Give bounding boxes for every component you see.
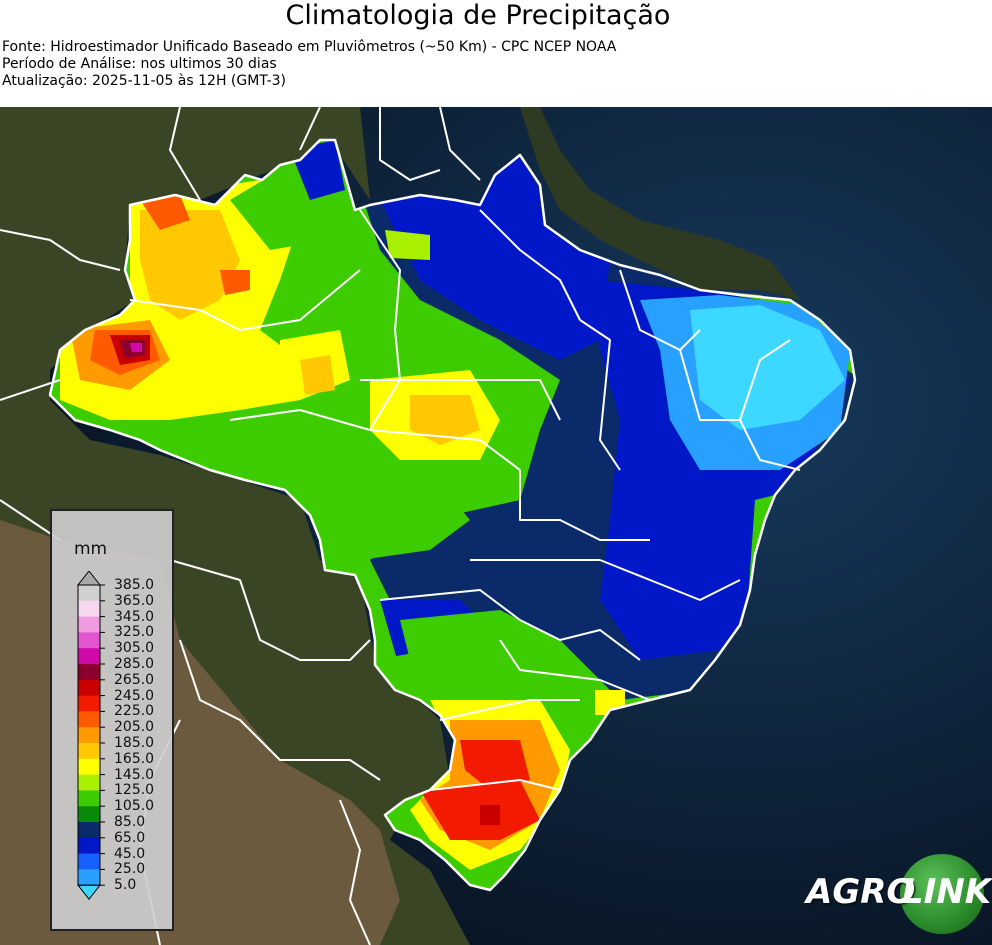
map-canvas — [0, 107, 992, 945]
colorbar-segment — [78, 648, 100, 665]
colorbar-segment — [78, 616, 100, 633]
colorbar-segment — [78, 711, 100, 728]
colorbar-tick-label: 85.0 — [114, 814, 146, 830]
colorbar-segment — [78, 695, 100, 712]
agrolink-logo: AGRO LINK — [806, 854, 991, 934]
logo-word-agro: AGRO — [806, 872, 916, 912]
colorbar-segment — [78, 727, 100, 744]
colorbar-segment — [78, 806, 100, 823]
source-line: Fonte: Hidroestimador Unificado Baseado … — [2, 39, 617, 55]
colorbar-segment — [78, 758, 100, 776]
colorbar-tick-label: 145.0 — [114, 766, 155, 783]
colorbar-segment — [78, 632, 100, 649]
colorbar-tick-label: 165.0 — [114, 750, 155, 767]
colorbar-tick-label: 105.0 — [114, 798, 155, 815]
colorbar-tick-label: 345.0 — [114, 608, 155, 625]
colorbar-segment — [78, 790, 100, 807]
colorbar-arrow-bottom — [76, 884, 102, 901]
colorbar-segment — [78, 837, 100, 855]
colorbar-tick-label: 365.0 — [114, 592, 155, 609]
colorbar-tick-label: 225.0 — [114, 703, 155, 720]
colorbar-segment — [78, 774, 100, 791]
colorbar-tick-label: 265.0 — [114, 671, 155, 688]
colorbar-tick-label: 185.0 — [114, 735, 155, 751]
colorbar-segment — [78, 664, 100, 681]
colorbar — [76, 571, 105, 901]
colorbar-segment — [78, 822, 100, 839]
precipitation-map — [0, 107, 992, 945]
colorbar-tick-label: 205.0 — [114, 719, 155, 736]
colorbar-segment — [78, 585, 100, 602]
map-title: Climatologia de Precipitação — [285, 0, 671, 31]
updated-line: Atualização: 2025-11-05 às 12H (GMT-3) — [2, 73, 286, 89]
colorbar-tick-label: 25.0 — [114, 861, 146, 878]
colorbar-tick-label: 385.0 — [114, 577, 155, 593]
colorbar-segment — [78, 679, 100, 697]
colorbar-tick-label: 45.0 — [114, 845, 146, 862]
colorbar-tick-label: 245.0 — [114, 687, 155, 704]
colorbar-segment — [78, 869, 100, 886]
colorbar-outline — [77, 584, 101, 886]
legend-unit: mm — [74, 539, 108, 559]
colorbar-segment — [78, 743, 100, 760]
colorbar-tick-label: 285.0 — [114, 656, 155, 672]
colorbar-tick-label: 65.0 — [114, 829, 146, 846]
colorbar-tick-label: 125.0 — [114, 782, 155, 799]
period-line: Período de Análise: nos ultimos 30 dias — [2, 56, 277, 72]
colorbar-arrow-top — [76, 571, 102, 586]
colorbar-legend: mm 385.0 365.0 345.0 325.0 305.0 285.0 265.0 24… — [50, 509, 174, 931]
colorbar-tick-label: 325.0 — [114, 624, 155, 641]
logo-circle — [900, 854, 984, 934]
colorbar-tick-label: 305.0 — [114, 640, 155, 657]
colorbar-segment — [78, 853, 100, 870]
logo-word-link: LINK — [902, 872, 992, 912]
colorbar-tick-label: 5.0 — [114, 877, 137, 894]
colorbar-segment — [78, 600, 100, 618]
